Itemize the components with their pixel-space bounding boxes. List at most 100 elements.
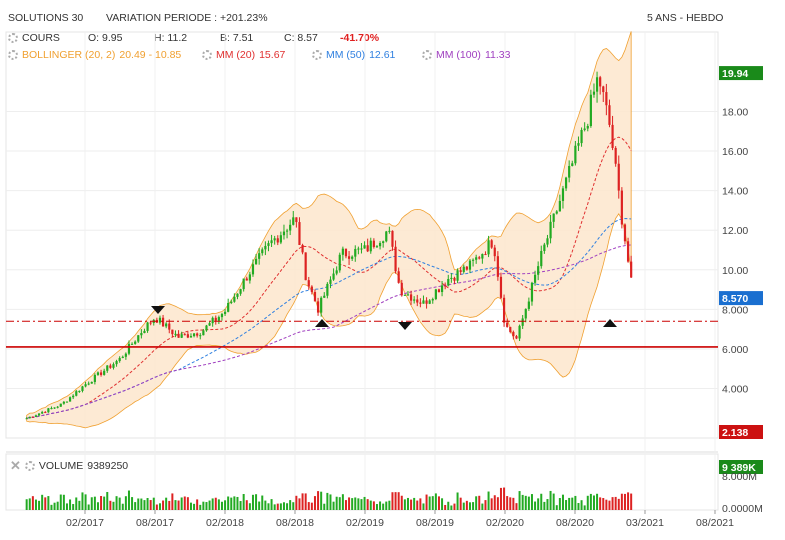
candle-body — [571, 163, 574, 166]
volume-bar — [465, 500, 468, 510]
volume-bar — [375, 504, 378, 510]
plot-frame — [5, 31, 719, 439]
x-tick-label: 02/2020 — [486, 517, 524, 529]
gear-icon[interactable] — [312, 50, 322, 60]
volume-bar — [59, 494, 62, 510]
volume-bar — [72, 504, 75, 510]
bollinger-legend[interactable]: BOLLINGER (20, 2) 20.49 - 10.85 — [8, 49, 181, 61]
close-icon[interactable]: ✕ — [10, 458, 21, 473]
candle-body — [577, 143, 580, 146]
volume-bar — [276, 503, 279, 510]
candle-body — [549, 221, 552, 239]
volume-bar — [205, 502, 208, 510]
volume-bar — [481, 503, 484, 510]
candle-body — [180, 334, 183, 338]
arrow-down-marker — [151, 306, 165, 314]
candle-body — [363, 245, 366, 249]
candle-body — [419, 302, 422, 304]
candle-body — [44, 412, 47, 414]
candle-body — [434, 289, 437, 300]
volume-bar — [515, 503, 518, 510]
candle-body — [279, 235, 282, 243]
mm50-legend[interactable]: MM (50) 12.61 — [312, 49, 395, 61]
volume-bar — [437, 496, 440, 510]
candle-body — [211, 317, 214, 324]
gear-icon[interactable] — [24, 461, 35, 471]
volume-tag-bg — [719, 460, 763, 474]
volume-bar — [81, 492, 84, 510]
volume-bar — [344, 500, 347, 510]
gear-icon[interactable] — [202, 50, 212, 60]
mm20-label: MM (20) — [216, 49, 256, 61]
volume-bar — [372, 501, 375, 510]
volume-bar — [428, 496, 431, 510]
volume-bar — [313, 496, 316, 510]
candle-body — [568, 165, 571, 178]
candle-body — [462, 266, 465, 272]
candle-body — [422, 300, 425, 304]
volume-bar — [530, 494, 533, 510]
candle-body — [292, 217, 295, 225]
volume-bar — [53, 502, 56, 510]
volume-bar — [459, 497, 462, 510]
volume-legend[interactable]: ✕ VOLUME 9389250 — [10, 458, 128, 474]
volume-bar — [503, 487, 506, 510]
volume-bar — [357, 498, 360, 510]
volume-bar — [546, 499, 549, 510]
volume-bar — [456, 492, 459, 510]
volume-tag: 9 389K — [722, 462, 756, 474]
volume-bar — [211, 498, 214, 510]
volume-bar — [177, 500, 180, 510]
y-tick-label: 8.000 — [722, 304, 748, 316]
volume-bar — [540, 493, 543, 510]
candle-body — [37, 413, 41, 416]
volume-bar — [602, 498, 605, 510]
candle-body — [400, 282, 403, 296]
candle-body — [227, 302, 230, 312]
candle-body — [388, 230, 391, 232]
mm100-legend[interactable]: MM (100) 11.33 — [422, 49, 510, 61]
volume-bar — [242, 494, 245, 510]
candle-body — [75, 391, 78, 396]
volume-bar — [444, 504, 447, 510]
candle-body — [186, 334, 189, 338]
candle-body — [403, 294, 406, 296]
candle-body — [161, 317, 165, 327]
volume-bar — [385, 501, 388, 510]
gear-icon[interactable] — [8, 33, 18, 43]
candle-body — [605, 92, 608, 106]
volume-bar — [199, 504, 202, 510]
candle-body — [487, 240, 490, 255]
volume-bar — [369, 500, 372, 510]
candle-body — [499, 276, 503, 298]
candle-body — [599, 77, 602, 87]
volume-bar — [462, 502, 465, 510]
candle-body — [258, 253, 261, 259]
candle-body — [372, 240, 375, 247]
candle-body — [143, 330, 146, 334]
cours-legend[interactable]: COURS — [8, 32, 60, 44]
volume-bar — [561, 494, 564, 510]
volume-bar — [555, 505, 558, 510]
volume-bar — [193, 503, 196, 510]
high-value: H: 11.2 — [154, 32, 188, 44]
volume-bar — [217, 499, 220, 510]
candle-body — [320, 297, 323, 313]
period-selector[interactable]: 5 ANS - HEBDO — [647, 12, 724, 24]
candle-body — [351, 256, 354, 259]
candle-body — [450, 277, 453, 279]
volume-bar — [565, 500, 568, 510]
volume-bar — [354, 497, 357, 510]
candle-body — [158, 317, 162, 323]
volume-bar — [534, 501, 537, 510]
mm20-legend[interactable]: MM (20) 15.67 — [202, 49, 285, 61]
gear-icon[interactable] — [422, 50, 432, 60]
volume-bar — [568, 497, 571, 510]
arrow-down-marker — [398, 322, 412, 330]
volume-axis-zero: 0.0000M — [722, 503, 763, 515]
volume-bar — [25, 499, 28, 510]
gear-icon[interactable] — [8, 50, 18, 60]
volume-bar — [608, 500, 611, 510]
volume-bar — [282, 502, 285, 510]
open-value: O: 9.95 — [88, 32, 123, 44]
